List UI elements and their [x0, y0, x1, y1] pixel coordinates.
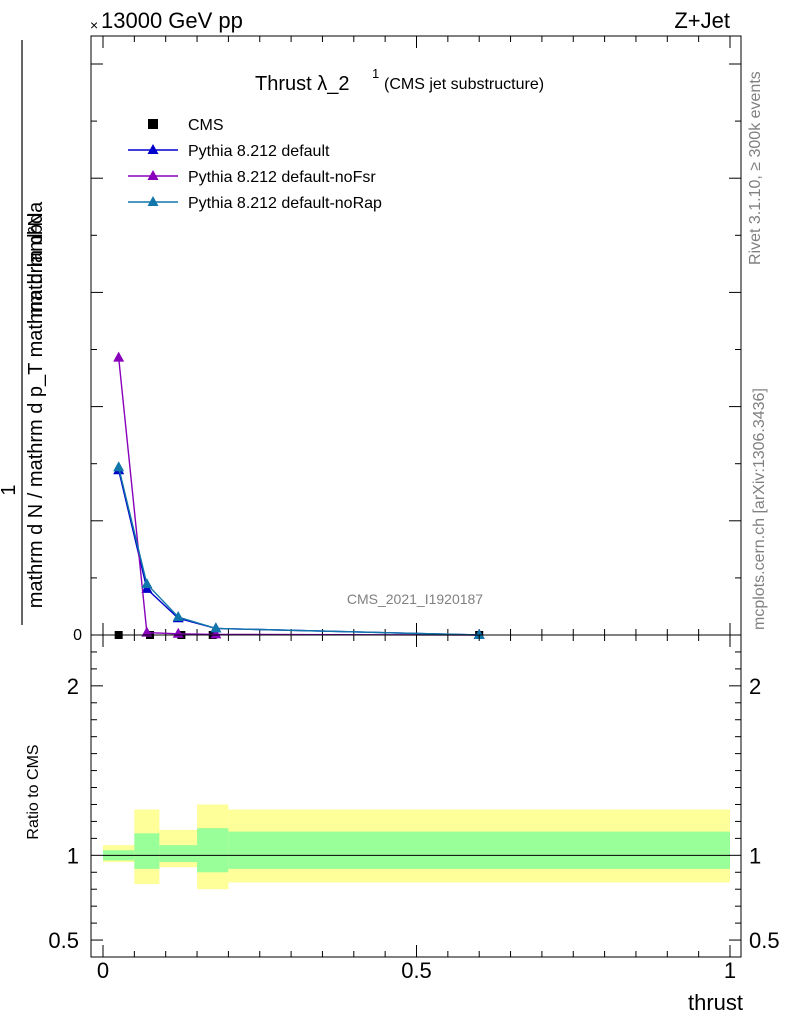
chart-subtitle: (CMS jet substructure)	[384, 76, 544, 93]
ylabel-numerator-denominator: mathrm d N / mathrm d p_T mathrm d lambd…	[25, 201, 47, 608]
x-tick-label: 0	[97, 958, 109, 983]
series-line-3	[117, 467, 480, 636]
ratio-y-tick-label: 0.5	[48, 928, 79, 953]
main-ticks	[91, 36, 741, 636]
series-point-3	[141, 578, 153, 589]
series-point-3	[210, 622, 222, 633]
ratio-ticks: 0.5 0.5 1 1 2 2 0 0.5 1	[48, 635, 780, 983]
x-tick-label: 1	[724, 958, 736, 983]
ylabel-one: 1	[0, 484, 20, 495]
legend-marker	[147, 196, 159, 206]
ylabel-numerator: mathrm d²N	[25, 212, 47, 318]
series-point-3	[172, 611, 184, 622]
ratio-band-stat	[134, 833, 160, 869]
series-point-3	[113, 461, 125, 472]
legend-label: CMS	[188, 117, 224, 134]
series-point-2	[113, 351, 125, 362]
ratio-y-tick-label: 2	[67, 674, 79, 699]
ratio-band-stat	[159, 845, 198, 863]
ratio-bands	[103, 804, 730, 890]
main-y-tick-label-0: 0	[73, 627, 82, 644]
rivet-label: Rivet 3.1.10, ≥ 300k events	[747, 71, 764, 265]
legend-marker	[147, 144, 159, 154]
ratio-panel: 0.5 0.5 1 1 2 2 0 0.5 1 Ratio to CMS thrust	[25, 634, 780, 1015]
x-axis-label: thrust	[688, 990, 743, 1015]
process-label: Z+Jet	[674, 8, 730, 33]
energy-prefix: ×	[90, 17, 98, 33]
mcplots-label: mcplots.cern.ch [arXiv:1306.3436]	[751, 388, 768, 630]
series-point-3	[473, 629, 485, 639]
main-panel: Thrust λ_2 1 (CMS jet substructure) CMS_…	[73, 35, 742, 644]
legend-label: Pythia 8.212 default	[188, 143, 330, 160]
chart-title: Thrust λ_2	[255, 73, 349, 95]
legend: CMS Pythia 8.212 default Pythia 8.212 defa…	[128, 117, 382, 212]
series-point-2	[141, 626, 153, 637]
main-y-axis-label: mathrm d²N mathrm d N / mathrm d p_T mat…	[0, 40, 47, 625]
chart-title-superscript: 1	[372, 66, 379, 81]
energy-label: 13000 GeV pp	[101, 8, 243, 33]
ratio-y-tick-label-right: 2	[749, 674, 761, 699]
ratio-band-stat	[228, 831, 730, 869]
ratio-frame	[90, 634, 742, 958]
legend-marker-cms	[148, 119, 158, 129]
x-tick-label: 0.5	[401, 958, 432, 983]
watermark: CMS_2021_I1920187	[347, 591, 483, 607]
ratio-y-tick-label: 1	[67, 843, 79, 868]
ratio-y-tick-label-right: 1	[749, 843, 761, 868]
legend-label: Pythia 8.212 default-noFsr	[188, 169, 376, 186]
ratio-y-axis-label: Ratio to CMS	[25, 744, 42, 839]
legend-marker	[147, 170, 159, 180]
ratio-band-stat	[197, 828, 229, 873]
legend-label: Pythia 8.212 default-noRap	[188, 195, 382, 212]
series-point-2	[210, 628, 222, 639]
ratio-y-tick-label-right: 0.5	[749, 928, 780, 953]
